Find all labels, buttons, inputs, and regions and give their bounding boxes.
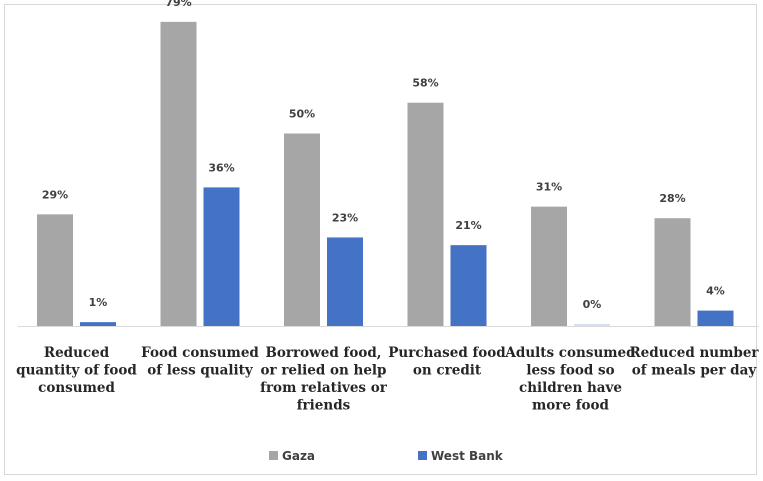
category-label-0: Reduced quantity of food consumed <box>16 345 137 396</box>
legend-label-west-bank: West Bank <box>431 449 504 463</box>
data-label-west-bank-0: 1% <box>89 296 108 309</box>
data-label-west-bank-3: 21% <box>455 219 481 232</box>
bar-west-bank-5 <box>697 310 734 326</box>
data-label-west-bank-1: 36% <box>208 161 234 174</box>
bar-west-bank-1 <box>203 187 240 326</box>
category-label-2: Borrowed food, or relied on help from rela… <box>260 345 388 414</box>
bar-west-bank-3 <box>450 245 487 326</box>
legend-swatch-gaza <box>269 451 278 460</box>
category-label-4: Adults consumed less food so children have… <box>504 345 636 414</box>
data-label-west-bank-5: 4% <box>706 285 725 298</box>
category-label-3: Purchased food on credit <box>388 345 506 379</box>
category-label-1: Food consumed of less quality <box>141 345 259 379</box>
bar-gaza-0 <box>37 214 73 326</box>
bar-gaza-2 <box>284 133 320 326</box>
data-label-gaza-1: 79% <box>165 0 191 9</box>
bar-west-bank-2 <box>327 237 363 326</box>
data-label-gaza-5: 28% <box>659 192 685 205</box>
bar-west-bank-4 <box>574 324 610 326</box>
bar-gaza-4 <box>531 206 567 326</box>
data-label-west-bank-4: 0% <box>583 298 602 311</box>
bar-gaza-5 <box>654 218 691 326</box>
data-label-gaza-3: 58% <box>412 77 438 90</box>
legend: Gaza West Bank <box>269 449 504 463</box>
data-label-west-bank-2: 23% <box>332 211 358 224</box>
chart-frame <box>4 4 757 475</box>
bars-layer <box>37 21 734 326</box>
data-label-gaza-2: 50% <box>289 108 315 121</box>
legend-swatch-west-bank <box>418 451 427 460</box>
data-label-gaza-4: 31% <box>536 181 562 194</box>
bar-gaza-1 <box>160 21 197 326</box>
data-labels-layer: 29% 1% 79% 36% 50% 23% 58% 21% 31% 0% 28% 4% <box>42 0 725 311</box>
legend-label-gaza: Gaza <box>282 449 315 463</box>
data-label-gaza-0: 29% <box>42 188 68 201</box>
bar-west-bank-0 <box>80 322 116 326</box>
bar-gaza-3 <box>407 102 444 326</box>
category-label-5: Reduced number of meals per day <box>629 345 759 379</box>
